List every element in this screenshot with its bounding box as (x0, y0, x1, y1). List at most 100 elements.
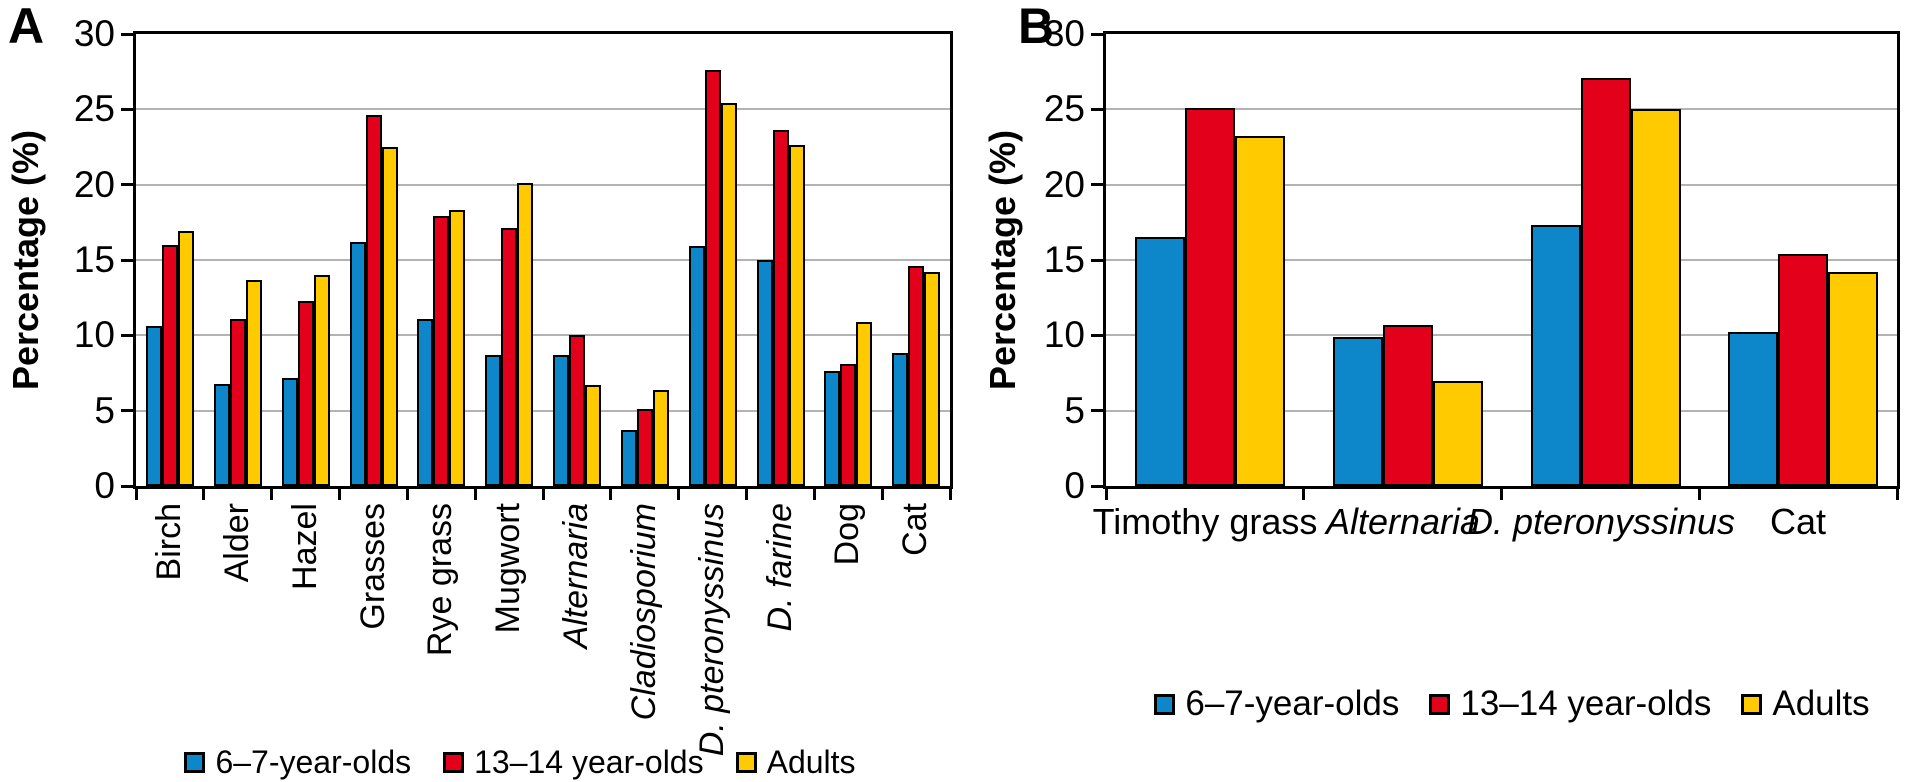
gridline-25 (136, 108, 950, 110)
y-tick-label-10: 10 (1043, 314, 1085, 355)
x-axis-label-cladiosporium: Cladiosporium (625, 503, 664, 721)
y-tick-label-10: 10 (73, 314, 115, 355)
bar-a-alternaria-13-14-year-olds (569, 335, 585, 486)
legend-label-6-7-year-olds: 6–7-year-olds (215, 744, 412, 780)
y-tick-0 (1091, 485, 1103, 488)
x-axis-label-wrap-d-pteronyssinus: D. pteronyssinus (1442, 500, 1760, 546)
bar-a-birch-6-7-year-olds (146, 326, 162, 486)
bar-a-rye-grass-13-14-year-olds (433, 216, 449, 486)
gridline-5 (136, 410, 950, 412)
y-tick-label-25: 25 (73, 88, 115, 129)
x-axis-label-rye-grass: Rye grass (421, 503, 460, 657)
x-axis-label-d-pteronyssinus: D. pteronyssinus (1466, 501, 1736, 542)
x-axis-label-wrap-alternaria: Alternaria (1244, 500, 1562, 546)
bar-b-timothy-grass-13-14-year-olds (1185, 108, 1235, 486)
bar-a-dog-adults (856, 322, 872, 486)
legend-entry-adults: Adults (735, 744, 856, 781)
bar-b-d-pteronyssinus-adults (1631, 109, 1681, 486)
bar-a-rye-grass-adults (449, 210, 465, 486)
gridline-5 (1106, 410, 1897, 412)
y-tick-10 (121, 334, 133, 337)
y-tick-0 (121, 485, 133, 488)
x-axis-label-hazel: Hazel (286, 503, 325, 590)
panel-b-letter: B (1018, 0, 1055, 54)
bar-a-mugwort-6-7-year-olds (485, 355, 501, 486)
y-tick-25 (1091, 108, 1103, 111)
panel-a-legend: 6–7-year-olds 13–14 year-olds Adults (0, 744, 1140, 781)
panel-b-plot-area (1103, 31, 1900, 489)
x-tick (270, 489, 273, 500)
y-tick-30 (1091, 33, 1103, 36)
legend-swatch-13-14-year-olds (1429, 693, 1451, 715)
y-tick-label-30: 30 (73, 13, 115, 54)
gridline-10 (136, 334, 950, 336)
bar-a-rye-grass-6-7-year-olds (417, 319, 433, 486)
y-tick-label-5: 5 (94, 390, 115, 431)
legend-swatch-adults (735, 752, 757, 773)
x-axis-label-d-farine: D. farine (761, 503, 800, 632)
bar-a-d-farine-13-14-year-olds (773, 130, 789, 486)
y-tick-label-5: 5 (1064, 390, 1085, 431)
legend-entry-13-14-year-olds: 13–14 year-olds (443, 744, 704, 781)
y-tick-label-0: 0 (1064, 465, 1085, 506)
y-tick-label-25: 25 (1043, 88, 1085, 129)
x-tick (745, 489, 748, 500)
bar-a-alder-13-14-year-olds (230, 319, 246, 486)
x-tick (1302, 489, 1305, 500)
panel-a-plot-area (133, 31, 953, 489)
bar-a-grasses-adults (382, 147, 398, 486)
x-tick (338, 489, 341, 500)
x-tick (677, 489, 680, 500)
bar-a-d-farine-6-7-year-olds (757, 260, 773, 486)
x-tick (881, 489, 884, 500)
bar-b-alternaria-13-14-year-olds (1383, 325, 1433, 486)
legend-swatch-6-7-year-olds (1154, 693, 1176, 715)
x-axis-label-wrap-d-farine: D. farine (747, 503, 815, 738)
x-axis-label-wrap-cladiosporium: Cladiosporium (611, 503, 679, 738)
bar-a-d-pteronyssinus-6-7-year-olds (689, 246, 705, 486)
x-tick (1896, 489, 1899, 500)
bar-a-birch-13-14-year-olds (162, 245, 178, 486)
legend-label-adults: Adults (1772, 684, 1870, 723)
x-tick (474, 489, 477, 500)
bar-b-cat-adults (1828, 272, 1878, 486)
y-tick-label-15: 15 (73, 239, 115, 280)
x-tick (949, 489, 952, 500)
gridline-10 (1106, 334, 1897, 336)
y-tick-25 (121, 108, 133, 111)
legend-entry-adults: Adults (1741, 684, 1870, 724)
bar-a-d-pteronyssinus-13-14-year-olds (705, 70, 721, 486)
legend-swatch-6-7-year-olds (184, 752, 206, 773)
y-tick-label-15: 15 (1043, 239, 1085, 280)
bar-a-hazel-13-14-year-olds (298, 301, 314, 486)
y-tick-10 (1091, 334, 1103, 337)
x-tick (1500, 489, 1503, 500)
bar-a-dog-6-7-year-olds (824, 371, 840, 486)
bar-a-cat-6-7-year-olds (892, 353, 908, 486)
x-axis-label-wrap-alternaria: Alternaria (543, 503, 611, 738)
y-tick-15 (1091, 259, 1103, 262)
legend-swatch-13-14-year-olds (443, 752, 465, 773)
bar-a-cladiosporium-adults (653, 390, 669, 486)
x-axis-label-wrap-grasses: Grasses (340, 503, 408, 738)
legend-label-adults: Adults (766, 744, 856, 780)
bar-a-birch-adults (178, 231, 194, 486)
gridline-20 (136, 184, 950, 186)
bar-a-cladiosporium-6-7-year-olds (621, 430, 637, 486)
bar-a-mugwort-adults (517, 183, 533, 486)
bar-a-cladiosporium-13-14-year-olds (637, 409, 653, 486)
x-axis-label-wrap-cat: Cat (1639, 500, 1924, 546)
bar-a-cat-adults (924, 272, 940, 486)
x-tick (135, 489, 138, 500)
x-tick (202, 489, 205, 500)
bar-b-alternaria-adults (1433, 381, 1483, 486)
bar-b-timothy-grass-adults (1235, 136, 1285, 486)
legend-swatch-adults (1741, 693, 1763, 715)
bar-a-alternaria-adults (585, 385, 601, 486)
x-axis-label-dog: Dog (828, 503, 867, 566)
x-axis-label-wrap-birch: Birch (136, 503, 204, 738)
x-tick (1105, 489, 1108, 500)
legend-label-13-14-year-olds: 13–14 year-olds (1460, 684, 1712, 723)
legend-label-13-14-year-olds: 13–14 year-olds (474, 744, 704, 780)
